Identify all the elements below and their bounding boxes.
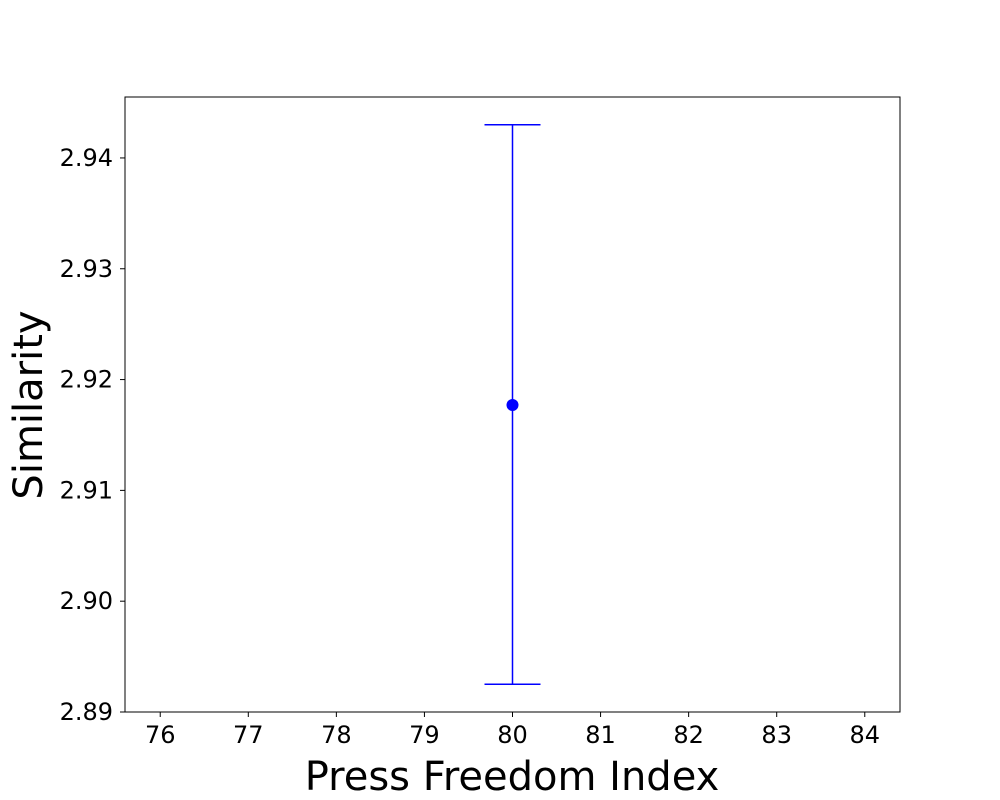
- y-tick-label: 2.90: [60, 587, 113, 615]
- x-tick-label: 84: [849, 721, 880, 749]
- plot-frame: [124, 96, 901, 713]
- y-tick-label: 2.91: [60, 476, 113, 504]
- y-tick-label: 2.92: [60, 366, 113, 394]
- y-axis-ticks: 2.89 2.90 2.91 2.92 2.93 2.94: [60, 144, 125, 726]
- data-marks: [484, 123, 541, 686]
- x-tick-label: 79: [409, 721, 440, 749]
- x-tick-label: 77: [233, 721, 264, 749]
- y-tick-label: 2.94: [60, 144, 113, 172]
- x-tick-label: 82: [673, 721, 704, 749]
- x-tick-label: 76: [145, 721, 176, 749]
- data-point: [506, 399, 519, 412]
- x-axis-ticks: 76 77 78 79 80 81 82 83 84: [145, 712, 880, 749]
- x-tick-label: 78: [321, 721, 352, 749]
- x-tick-label: 80: [497, 721, 528, 749]
- x-tick-label: 83: [761, 721, 792, 749]
- y-axis-label: Similarity: [6, 310, 52, 499]
- y-tick-label: 2.89: [60, 698, 113, 726]
- x-tick-label: 81: [585, 721, 616, 749]
- y-tick-label: 2.93: [60, 255, 113, 283]
- x-axis-label: Press Freedom Index: [305, 754, 720, 800]
